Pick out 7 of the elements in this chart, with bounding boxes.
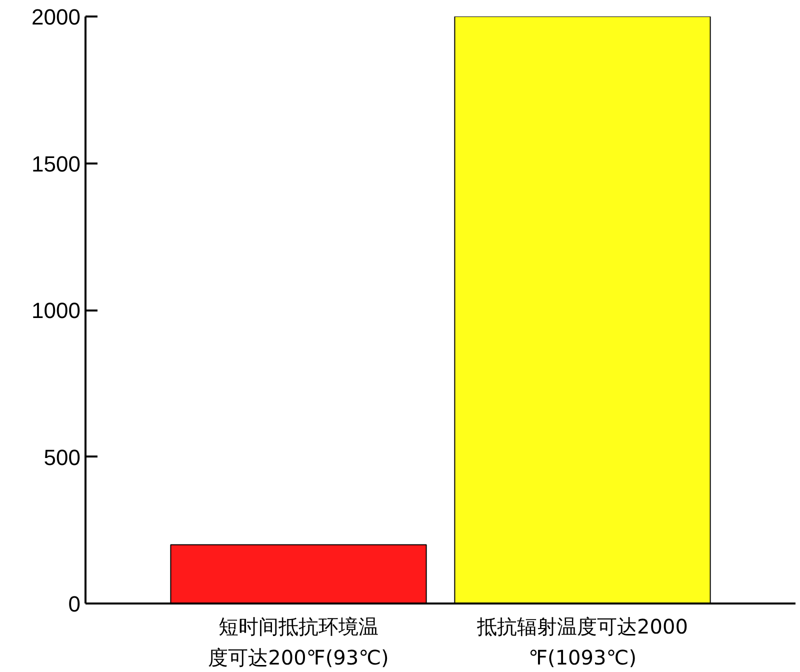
- y-tick-label: 1000: [32, 298, 81, 323]
- y-tick-label: 500: [44, 444, 81, 470]
- y-tick-label: 1500: [32, 151, 81, 176]
- y-tick-label: 0: [68, 592, 81, 616]
- x-tick-label: 抵抗辐射温度可达2000℉(1093℃): [476, 614, 688, 670]
- y-tick-label: 2000: [32, 4, 81, 30]
- x-tick-label: 短时间抵抗环境温度可达200℉(93℃): [208, 614, 389, 670]
